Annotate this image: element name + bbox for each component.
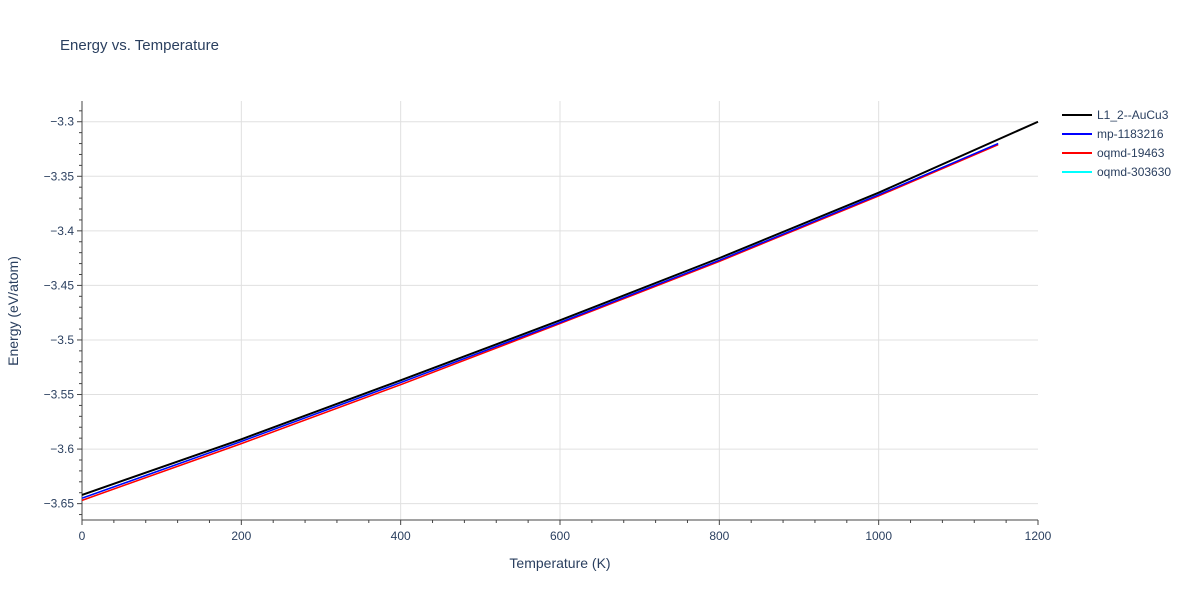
legend-label: L1_2--AuCu3: [1097, 108, 1169, 122]
series-line-oqmd-19463: [81, 143, 999, 502]
x-axis-tick-labels: 0 200 400 600 800 1000 1200: [79, 529, 1052, 543]
y-axis-tick-labels: −3.3 −3.35 −3.4 −3.45 −3.5 −3.55 −3.6 −3.65: [44, 115, 75, 511]
legend-label: oqmd-303630: [1097, 165, 1171, 179]
y-tick-label: −3.55: [44, 388, 75, 402]
x-tick-label: 600: [550, 529, 570, 543]
legend-label: oqmd-19463: [1097, 146, 1165, 160]
y-tick-label: −3.3: [50, 115, 74, 129]
series-line-oqmd-303630: [81, 142, 999, 499]
legend-item-oqmd-19463[interactable]: oqmd-19463: [1062, 146, 1165, 160]
y-tick-label: −3.45: [44, 278, 75, 292]
legend-label: mp-1183216: [1097, 127, 1164, 141]
y-tick-label: −3.6: [50, 442, 74, 456]
legend[interactable]: L1_2--AuCu3 mp-1183216 oqmd-19463 oqmd-3036…: [1062, 108, 1171, 179]
y-tick-label: −3.4: [50, 224, 74, 238]
y-tick-label: −3.5: [50, 333, 74, 347]
x-axis-title: Temperature (K): [509, 555, 610, 571]
y-tick-label: −3.65: [44, 497, 75, 511]
y-tick-label: −3.35: [44, 169, 75, 183]
plot-area: [81, 120, 1039, 502]
series-line-mp-1183216: [81, 142, 999, 499]
x-tick-label: 400: [391, 529, 411, 543]
grid: [82, 101, 1038, 520]
x-tick-label: 200: [231, 529, 251, 543]
axes: [77, 101, 1039, 525]
x-tick-label: 800: [709, 529, 729, 543]
chart-title: Energy vs. Temperature: [60, 37, 219, 54]
x-tick-label: 1200: [1025, 529, 1052, 543]
series-line-L1_2--AuCu3: [81, 120, 1039, 496]
y-axis-title: Energy (eV/atom): [5, 256, 21, 366]
x-tick-label: 1000: [865, 529, 892, 543]
legend-item-oqmd-303630[interactable]: oqmd-303630: [1062, 165, 1171, 179]
legend-item-L1_2--AuCu3[interactable]: L1_2--AuCu3: [1062, 108, 1169, 122]
x-tick-label: 0: [79, 529, 86, 543]
legend-item-mp-1183216[interactable]: mp-1183216: [1062, 127, 1164, 141]
